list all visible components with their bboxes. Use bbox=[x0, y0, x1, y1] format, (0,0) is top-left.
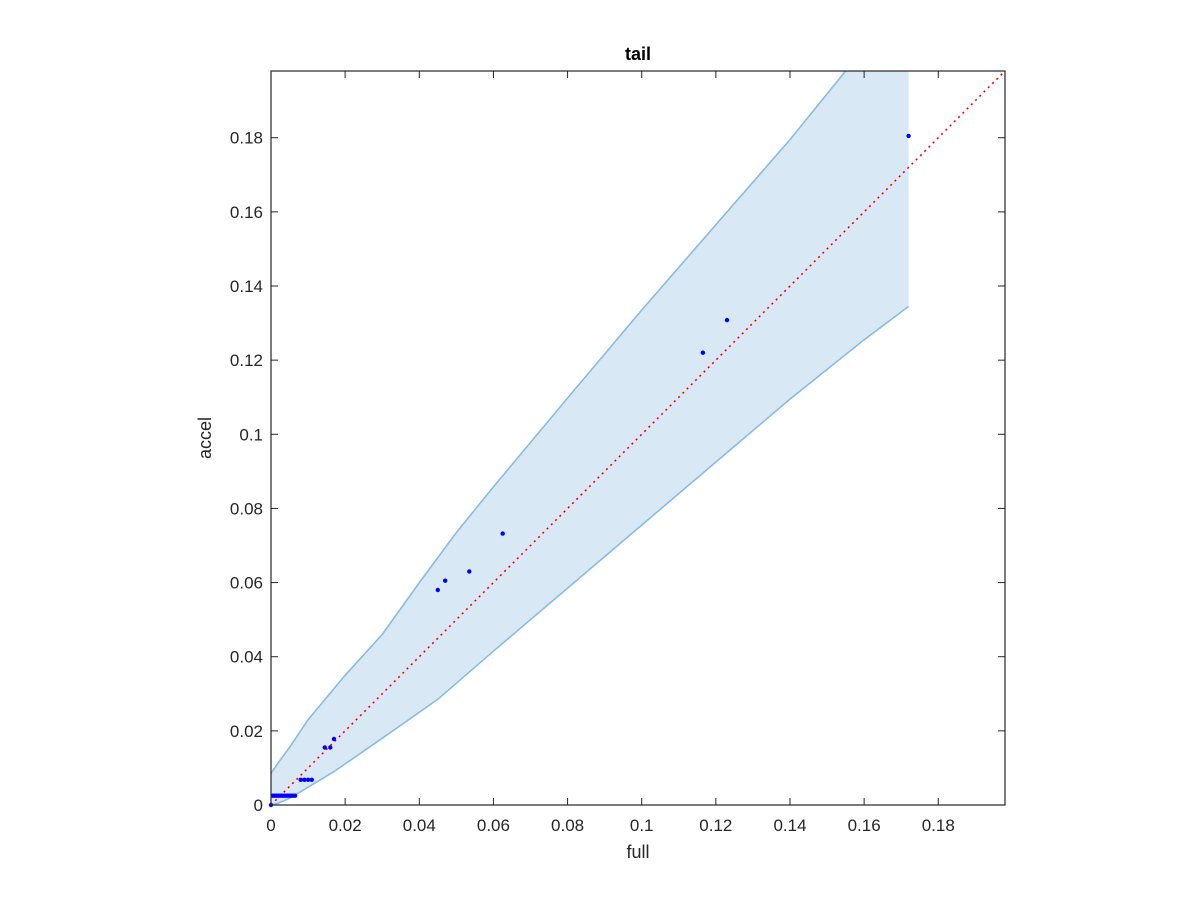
x-tick-label: 0.04 bbox=[403, 816, 436, 835]
y-tick-label: 0.02 bbox=[230, 722, 263, 741]
y-tick-label: 0.08 bbox=[230, 499, 263, 518]
data-point bbox=[500, 531, 505, 536]
y-tick-label: 0.06 bbox=[230, 574, 263, 593]
x-tick-label: 0 bbox=[266, 816, 275, 835]
x-tick-label: 0.02 bbox=[329, 816, 362, 835]
y-tick-label: 0.1 bbox=[239, 425, 263, 444]
reference-line bbox=[270, 70, 1006, 806]
x-axis-label: full bbox=[626, 842, 649, 862]
y-tick-label: 0.14 bbox=[230, 277, 263, 296]
data-point bbox=[298, 777, 303, 782]
data-point bbox=[292, 793, 298, 798]
x-tick-label: 0.08 bbox=[551, 816, 584, 835]
chart-title: tail bbox=[625, 44, 651, 64]
band-upper-edge bbox=[271, 71, 847, 774]
data-point bbox=[443, 578, 448, 583]
x-tick-label: 0.06 bbox=[477, 816, 510, 835]
data-point bbox=[309, 777, 314, 782]
y-tick-label: 0.12 bbox=[230, 351, 263, 370]
y-axis-label: accel bbox=[195, 417, 215, 459]
data-point bbox=[906, 133, 911, 139]
data-point bbox=[331, 736, 337, 742]
data-point bbox=[435, 587, 440, 593]
data-point bbox=[302, 777, 307, 782]
band-fill bbox=[271, 71, 909, 805]
data-point bbox=[700, 350, 706, 355]
y-tick-label: 0.16 bbox=[230, 203, 263, 222]
data-point bbox=[724, 317, 730, 323]
data-point bbox=[467, 569, 472, 574]
x-tick-label: 0.14 bbox=[773, 816, 806, 835]
x-tick-label: 0.1 bbox=[630, 816, 654, 835]
y-tick-label: 0.18 bbox=[230, 129, 263, 148]
x-tick-label: 0.12 bbox=[699, 816, 732, 835]
data-point bbox=[322, 745, 327, 750]
axes-box bbox=[270, 70, 1006, 806]
x-tick-label: 0.16 bbox=[848, 816, 881, 835]
data-point bbox=[328, 745, 333, 750]
y-tick-label: 0.04 bbox=[230, 648, 263, 667]
x-tick-label: 0.18 bbox=[922, 816, 955, 835]
data-point bbox=[305, 777, 311, 782]
y-tick-label: 0 bbox=[254, 796, 263, 815]
